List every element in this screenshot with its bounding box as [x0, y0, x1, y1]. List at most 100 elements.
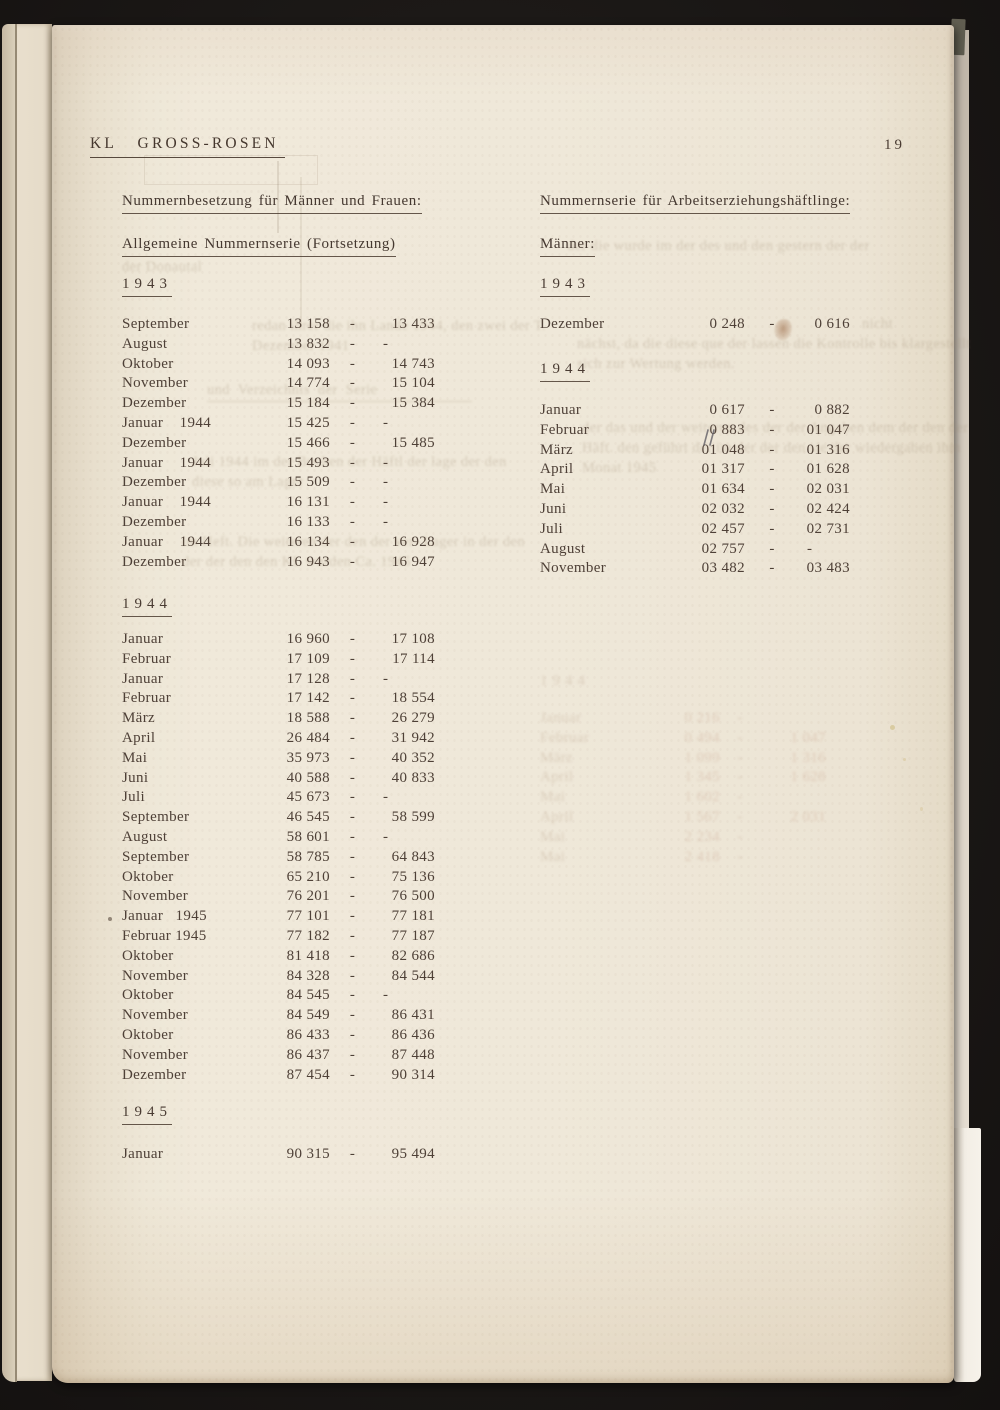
- ghost-month: Mai: [540, 789, 566, 806]
- series-start-number: 84 549: [286, 1007, 330, 1024]
- month-label: Februar: [122, 650, 172, 667]
- page-number: 19: [884, 137, 905, 153]
- table-row: August 58 601 - -: [122, 828, 435, 848]
- ghost-dash: -: [737, 848, 743, 865]
- table-row: September 58 785 - 64 843: [122, 848, 435, 868]
- month-label: Oktober: [122, 355, 174, 372]
- table-row: Juni 02 032 - 02 424: [540, 500, 850, 520]
- range-dash: -: [349, 1146, 356, 1162]
- series-end-number: 82 686: [391, 947, 435, 964]
- month-label: September: [122, 809, 190, 826]
- range-dash: -: [349, 927, 356, 944]
- month-label: Januar 1944: [122, 454, 212, 471]
- series-end-number: 15 104: [391, 375, 435, 392]
- series-end-number: -: [807, 540, 813, 557]
- range-dash: -: [769, 540, 775, 557]
- ghost-table-row: Februar 0 494 - 1 047: [540, 729, 826, 749]
- series-end-number: 64 843: [391, 848, 435, 865]
- month-label: Dezember: [122, 513, 187, 530]
- ghost-month: Mai: [540, 848, 566, 865]
- table-row: Oktober 86 433 - 86 436: [122, 1026, 435, 1046]
- table-row: März 01 048 - 01 316: [540, 441, 850, 461]
- month-label: Januar 1944: [122, 533, 212, 550]
- table-row: April 26 484 - 31 942: [122, 729, 435, 749]
- ghost-dash: -: [737, 769, 743, 786]
- ghost-table-row: Mai 1 602 -: [540, 788, 826, 808]
- series-start-number: 87 454: [286, 1066, 330, 1083]
- table-row: April 01 317 - 01 628: [540, 460, 850, 480]
- range-dash: -: [349, 729, 356, 746]
- series-end-number: 01 316: [806, 441, 850, 458]
- ghost-dash: -: [737, 710, 743, 726]
- series-start-number: 76 201: [286, 888, 330, 905]
- series-end-number: 40 833: [391, 769, 435, 786]
- table-row: November 84 549 - 86 431: [122, 1006, 435, 1026]
- series-start-number: 26 484: [286, 729, 330, 746]
- series-end-number: -: [383, 828, 389, 845]
- range-dash: -: [349, 1046, 356, 1063]
- series-start-number: 18 588: [286, 710, 330, 727]
- month-label: Januar 1945: [122, 908, 207, 925]
- range-dash: -: [349, 454, 356, 471]
- series-end-number: 16 947: [391, 553, 435, 570]
- table-row: Dezember 0 248 - 0 616: [540, 315, 850, 335]
- series-start-number: 35 973: [286, 749, 330, 766]
- series-end-number: -: [383, 335, 389, 352]
- range-dash: -: [349, 947, 356, 964]
- ghost-table-row: April 1 567 - 2 031: [540, 808, 826, 828]
- series-start-number: 16 134: [286, 533, 330, 550]
- series-end-number: 13 433: [391, 316, 435, 332]
- ghost-number: [760, 709, 826, 729]
- series-end-number: 18 554: [391, 690, 435, 707]
- table-row: Mai 01 634 - 02 031: [540, 480, 850, 500]
- table-row: Juni 40 588 - 40 833: [122, 769, 435, 789]
- series-start-number: 01 634: [701, 481, 745, 498]
- ghost-number: 2 234: [684, 828, 720, 845]
- underlying-page-edge: [954, 30, 969, 1140]
- ghost-bleed-text: Juli 1944 im der Buchen der Häftl der la…: [192, 454, 507, 490]
- ghost-number: 1 628: [790, 769, 826, 786]
- series-end-number: 03 483: [806, 560, 850, 577]
- series-end-number: 15 485: [391, 434, 435, 451]
- table-row: September 46 545 - 58 599: [122, 808, 435, 828]
- table-row: Februar 17 109 - 17 114: [122, 650, 435, 670]
- table-row: Januar 16 960 - 17 108: [122, 630, 435, 650]
- ghost-number: 1 316: [790, 749, 826, 766]
- series-end-number: -: [383, 670, 389, 687]
- series-end-number: 02 031: [806, 481, 850, 498]
- ghost-number: [760, 828, 826, 848]
- series-end-number: 01 628: [806, 461, 850, 478]
- series-start-number: 15 184: [286, 395, 330, 412]
- range-dash: -: [769, 560, 775, 577]
- book-gutter-edge: [2, 24, 17, 1382]
- right-column-subheading: Männer:: [540, 236, 596, 257]
- series-start-number: 81 418: [286, 947, 330, 964]
- table-row: März 18 588 - 26 279: [122, 709, 435, 729]
- series-start-number: 02 457: [701, 520, 745, 537]
- series-start-number: 46 545: [286, 809, 330, 826]
- series-start-number: 15 466: [286, 434, 330, 451]
- series-end-number: 86 436: [391, 1026, 435, 1043]
- left-column-subheading: Allgemeine Nummernserie (Fortsetzung): [122, 236, 396, 257]
- left-year-1944: 1944: [122, 596, 172, 617]
- ghost-line: [300, 177, 302, 327]
- series-start-number: 02 032: [701, 500, 745, 517]
- month-label: April: [540, 461, 574, 478]
- series-start-number: 84 328: [286, 967, 330, 984]
- range-dash: -: [349, 809, 356, 826]
- range-dash: -: [349, 987, 356, 1004]
- ghost-stamp-outline: [144, 155, 318, 185]
- month-label: Oktober: [122, 987, 174, 1004]
- series-end-number: 0 616: [814, 316, 850, 332]
- range-dash: -: [349, 789, 356, 806]
- table-row: Juli 02 457 - 02 731: [540, 520, 850, 540]
- ghost-number: 1 602: [684, 789, 720, 806]
- month-label: August: [540, 540, 586, 557]
- month-label: Oktober: [122, 1026, 174, 1043]
- ghost-number: 2 031: [790, 808, 826, 825]
- series-end-number: -: [383, 513, 389, 530]
- series-start-number: 15 425: [286, 414, 330, 431]
- ghost-number: [760, 848, 826, 868]
- series-start-number: 16 960: [286, 631, 330, 647]
